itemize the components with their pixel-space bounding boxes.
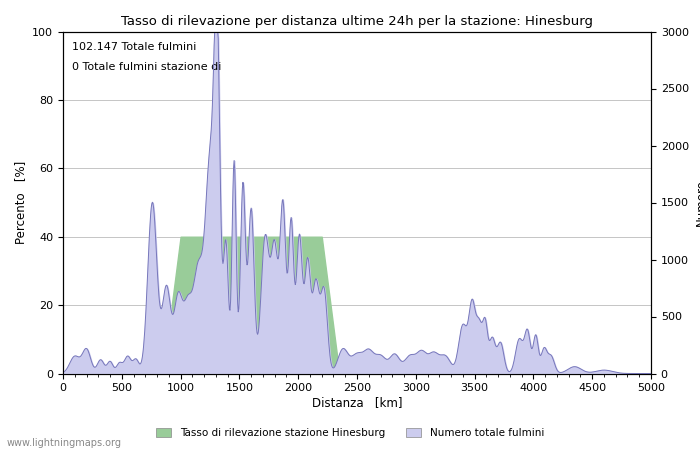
- Y-axis label: Numero: Numero: [694, 179, 700, 226]
- Y-axis label: Percento   [%]: Percento [%]: [14, 161, 27, 244]
- Legend: Tasso di rilevazione stazione Hinesburg, Numero totale fulmini: Tasso di rilevazione stazione Hinesburg,…: [152, 424, 548, 442]
- Title: Tasso di rilevazione per distanza ultime 24h per la stazione: Hinesburg: Tasso di rilevazione per distanza ultime…: [121, 14, 593, 27]
- Text: www.lightningmaps.org: www.lightningmaps.org: [7, 438, 122, 448]
- Text: 0 Totale fulmini stazione di: 0 Totale fulmini stazione di: [72, 62, 221, 72]
- X-axis label: Distanza   [km]: Distanza [km]: [312, 396, 402, 409]
- Text: 102.147 Totale fulmini: 102.147 Totale fulmini: [72, 42, 196, 52]
